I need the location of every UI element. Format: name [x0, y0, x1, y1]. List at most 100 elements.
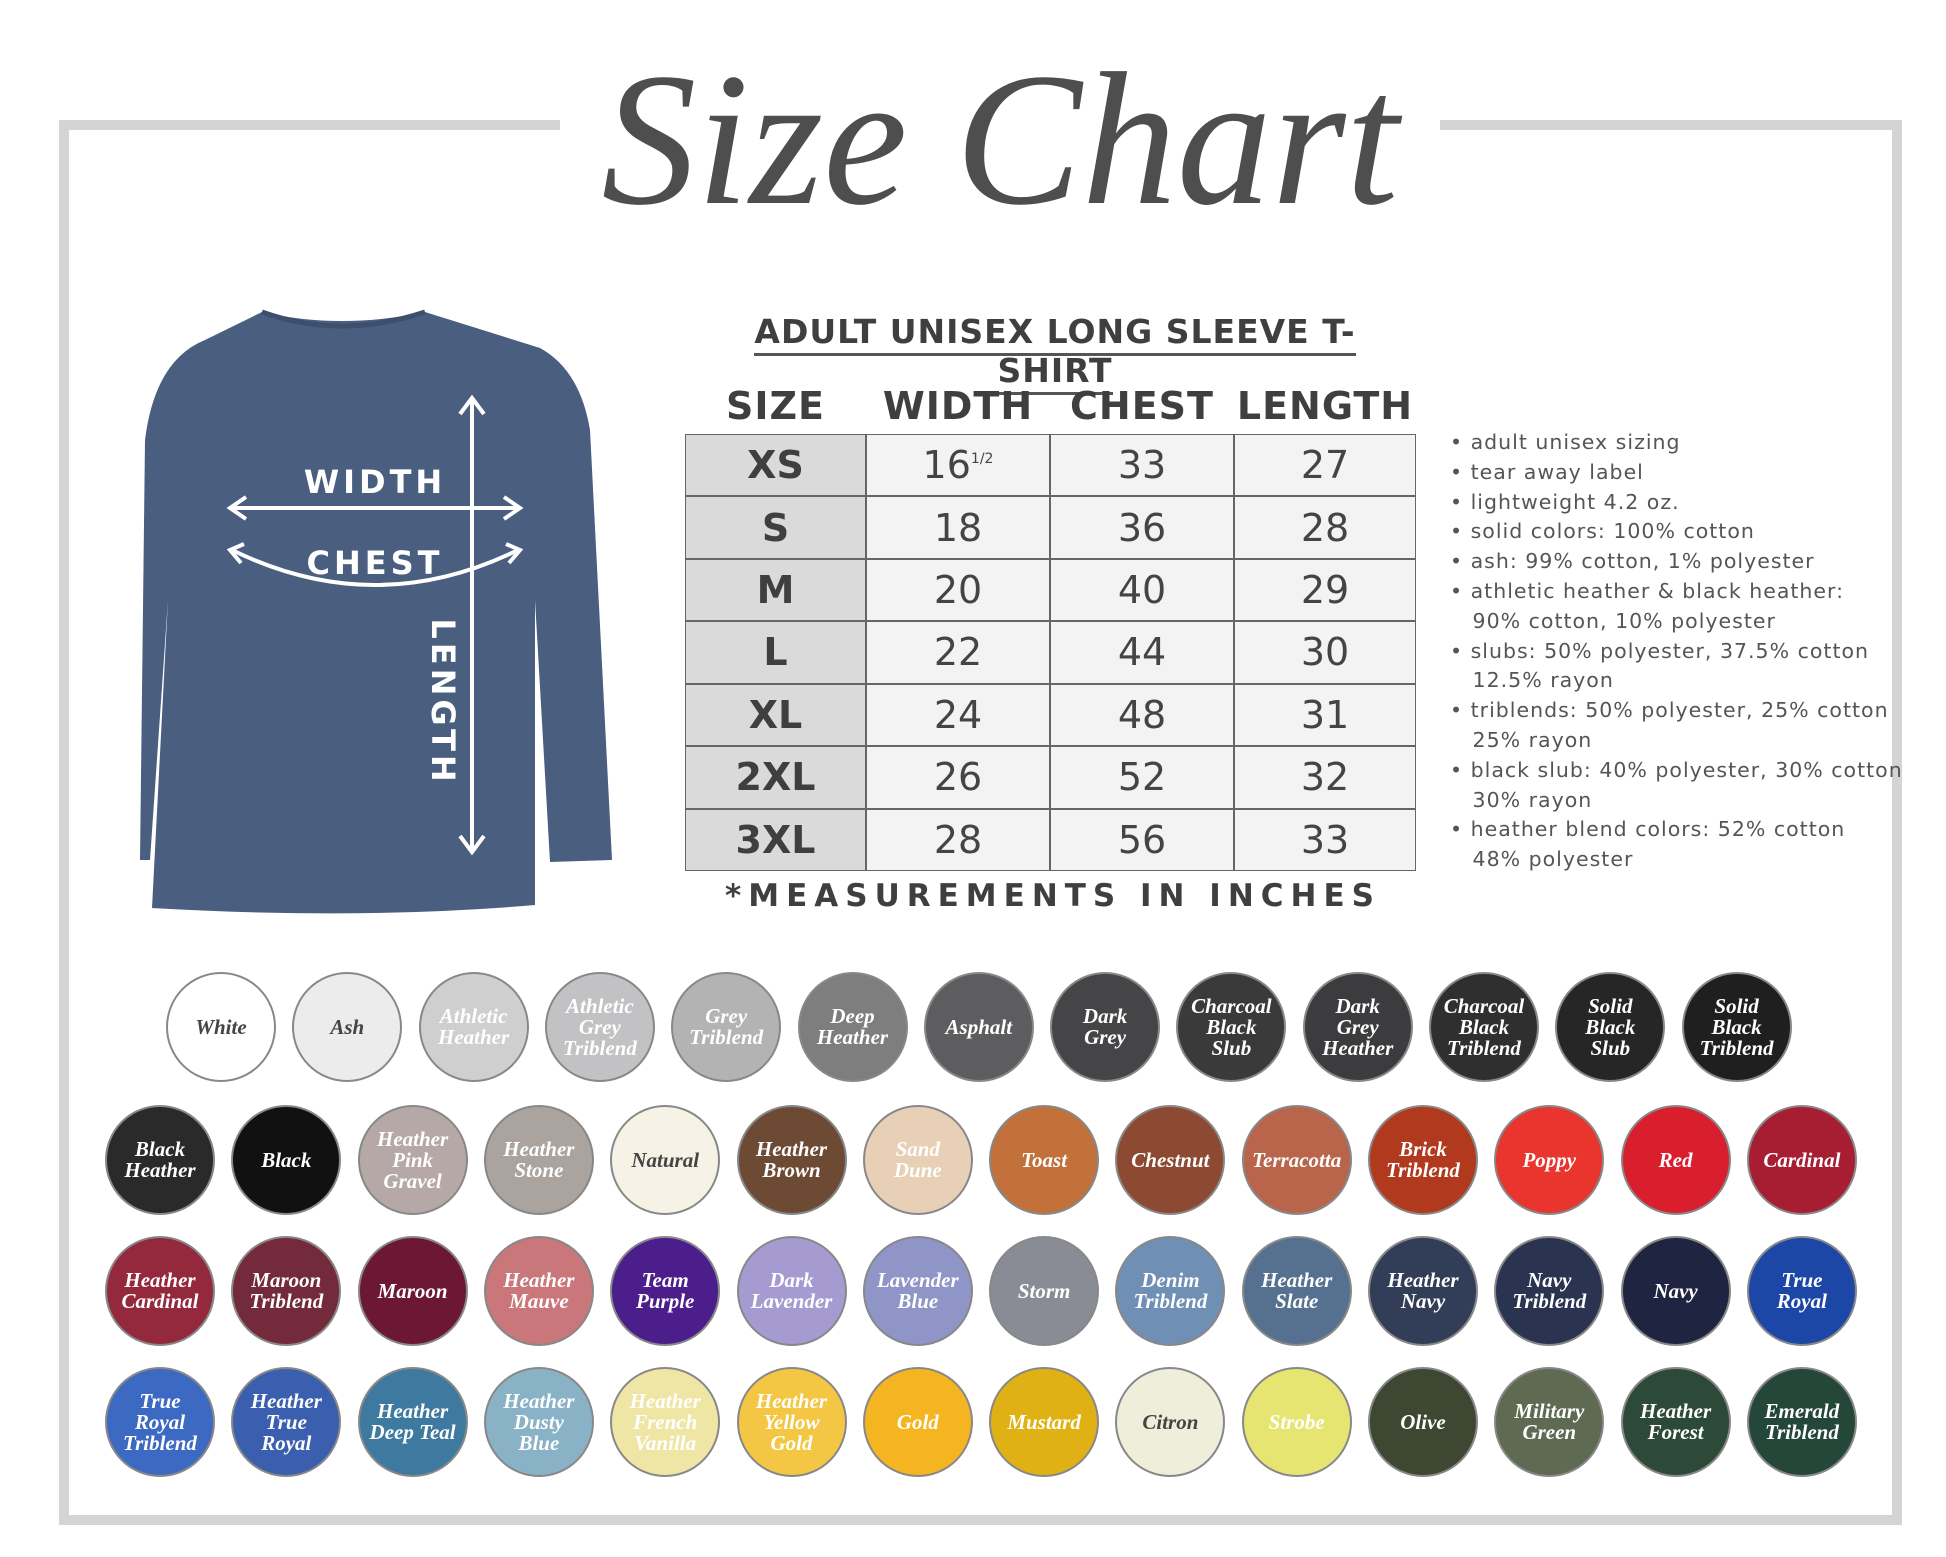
- color-swatch: Black Heather: [105, 1105, 215, 1215]
- color-swatch: Athletic Grey Triblend: [544, 972, 655, 1082]
- note-line: 12.5% rayon: [1450, 668, 1614, 693]
- note-line: • triblends: 50% polyester, 25% cotton: [1450, 698, 1889, 723]
- color-swatch: Storm: [989, 1236, 1100, 1346]
- column-header: WIDTH: [882, 384, 1034, 428]
- table-cell: 48: [1050, 683, 1234, 747]
- color-swatch: Heather Cardinal: [105, 1236, 215, 1346]
- color-swatch: Terracotta: [1241, 1105, 1352, 1215]
- note-line: • solid colors: 100% cotton: [1450, 519, 1755, 544]
- color-swatch: Poppy: [1494, 1105, 1605, 1215]
- color-swatch: Sand Dune: [862, 1105, 973, 1215]
- color-swatch: Heather Navy: [1368, 1236, 1478, 1346]
- size-cell: S: [685, 496, 866, 559]
- note-line: • tear away label: [1450, 459, 1644, 484]
- color-swatch: Maroon: [357, 1236, 468, 1346]
- color-swatch: Charcoal Black Slub: [1176, 972, 1287, 1082]
- size-cell: M: [685, 558, 866, 622]
- arrows: [226, 394, 524, 856]
- note-line: • adult unisex sizing: [1450, 430, 1681, 454]
- cell-fraction: 1/2: [970, 451, 994, 468]
- color-swatch: Heather Deep Teal: [357, 1367, 468, 1477]
- note-line: • ash: 99% cotton, 1% polyester: [1450, 549, 1815, 574]
- color-swatch: Dark Lavender: [736, 1236, 847, 1346]
- table-cell: 18: [866, 496, 1050, 559]
- width-label: WIDTH: [304, 463, 446, 501]
- column-header: CHEST: [1070, 384, 1214, 428]
- table-cell: 20: [866, 558, 1050, 622]
- color-swatch: Mustard: [989, 1367, 1100, 1477]
- size-cell: L: [685, 621, 866, 684]
- color-swatch: Athletic Heather: [418, 972, 529, 1082]
- color-swatch: Heather Mauve: [483, 1236, 594, 1346]
- color-swatch: Strobe: [1241, 1367, 1352, 1477]
- table-cell: 28: [1234, 496, 1416, 559]
- footnote: *MEASUREMENTS IN INCHES: [725, 878, 1381, 914]
- color-swatch: Chestnut: [1115, 1105, 1226, 1215]
- size-cell: XS: [685, 434, 866, 497]
- note-line: • slubs: 50% polyester, 37.5% cotton: [1450, 638, 1870, 663]
- color-swatch: Lavender Blue: [862, 1236, 973, 1346]
- color-swatch: Natural: [610, 1105, 721, 1215]
- table-cell: 56: [1050, 808, 1234, 871]
- table-title-text: ADULT UNISEX LONG SLEEVE T-SHIRT: [754, 312, 1356, 395]
- cell-whole: 16: [922, 443, 971, 488]
- column-header: LENGTH: [1236, 384, 1414, 428]
- chest-label: CHEST: [307, 544, 444, 582]
- table-cell: 31: [1234, 683, 1416, 747]
- size-cell: 2XL: [685, 746, 866, 809]
- color-swatch: Ash: [292, 972, 403, 1082]
- color-swatch: Team Purple: [610, 1236, 721, 1346]
- color-swatch: Emerald Triblend: [1746, 1367, 1857, 1477]
- table-cell: 27: [1234, 434, 1416, 497]
- color-swatch: Gold: [862, 1367, 973, 1477]
- table-cell: 40: [1050, 558, 1234, 622]
- shirt-diagram: WIDTH CHEST LENGTH: [140, 309, 612, 914]
- table-cell: 33: [1050, 434, 1234, 497]
- color-swatch: Asphalt: [923, 972, 1034, 1082]
- table-cell: 36: [1050, 496, 1234, 559]
- color-swatch: Citron: [1115, 1367, 1226, 1477]
- note-line: 48% polyester: [1450, 847, 1634, 872]
- color-swatch: White: [166, 972, 276, 1082]
- table-cell: 29: [1234, 558, 1416, 622]
- color-swatch: Heather Forest: [1620, 1367, 1731, 1477]
- color-swatch: Black: [231, 1105, 342, 1215]
- color-swatch: Navy: [1620, 1236, 1731, 1346]
- color-swatch: Heather Brown: [736, 1105, 847, 1215]
- color-swatch: Maroon Triblend: [231, 1236, 342, 1346]
- page-title: Size Chart: [560, 20, 1440, 260]
- color-swatch: Military Green: [1494, 1367, 1605, 1477]
- color-swatch: Denim Triblend: [1115, 1236, 1226, 1346]
- color-swatch: Navy Triblend: [1494, 1236, 1605, 1346]
- size-table: XS 16 1/2 33 27 S 18 36 28 M 20 40 29 L 22 44 30 XL 24 48 31…: [685, 434, 1416, 871]
- note-line: • heather blend colors: 52% cotton: [1450, 817, 1846, 842]
- color-swatch: Solid Black Slub: [1555, 972, 1666, 1082]
- color-swatch: Dark Grey Heather: [1302, 972, 1413, 1082]
- color-swatch: Charcoal Black Triblend: [1429, 972, 1539, 1082]
- size-cell: 3XL: [685, 808, 866, 871]
- note-line: • lightweight 4.2 oz.: [1450, 489, 1680, 514]
- table-cell: 26: [866, 746, 1050, 809]
- collar: [261, 309, 426, 329]
- color-swatch: Toast: [989, 1105, 1100, 1215]
- color-swatch: True Royal Triblend: [105, 1367, 215, 1477]
- table-cell: 22: [866, 621, 1050, 684]
- color-swatch: Heather Pink Gravel: [357, 1105, 468, 1215]
- color-swatch: Heather French Vanilla: [610, 1367, 721, 1477]
- table-cell: 52: [1050, 746, 1234, 809]
- shirt: [140, 312, 612, 914]
- note-line: • black slub: 40% polyester, 30% cotton: [1450, 757, 1903, 782]
- note-line: 25% rayon: [1450, 728, 1593, 752]
- table-cell: 32: [1234, 746, 1416, 809]
- note-line: 90% cotton, 10% polyester: [1450, 608, 1776, 633]
- table-cell: 33: [1234, 808, 1416, 871]
- table-cell: 44: [1050, 621, 1234, 684]
- table-cell: 30: [1234, 621, 1416, 684]
- size-cell: XL: [685, 683, 866, 747]
- color-swatch: True Royal: [1746, 1236, 1857, 1346]
- note-line: • athletic heather & black heather:: [1450, 579, 1845, 603]
- color-swatch: Heather Stone: [483, 1105, 594, 1215]
- color-swatch: Heather Slate: [1241, 1236, 1352, 1346]
- table-cell: 28: [866, 808, 1050, 871]
